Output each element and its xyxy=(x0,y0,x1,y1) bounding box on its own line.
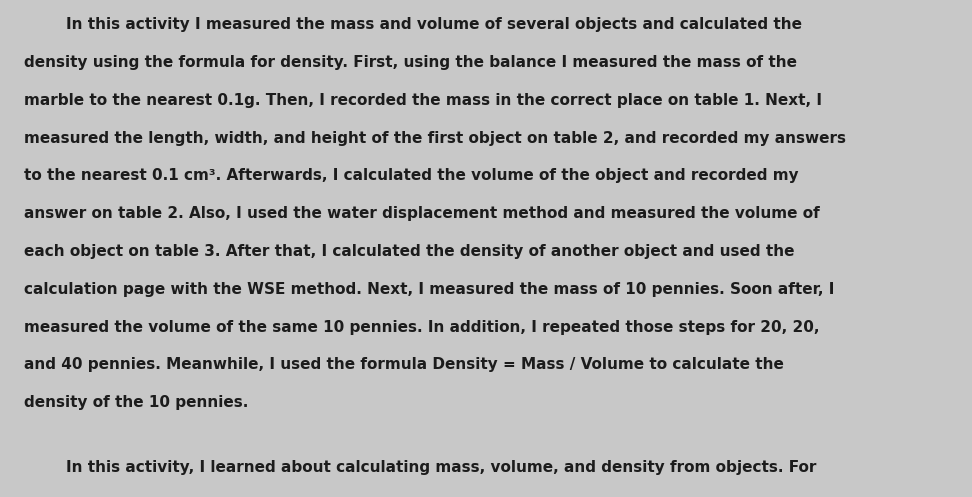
Text: marble to the nearest 0.1g. Then, I recorded the mass in the correct place on ta: marble to the nearest 0.1g. Then, I reco… xyxy=(24,93,822,108)
Text: and 40 pennies. Meanwhile, I used the formula Density = Mass / Volume to calcula: and 40 pennies. Meanwhile, I used the fo… xyxy=(24,357,784,372)
Text: calculation page with the WSE method. Next, I measured the mass of 10 pennies. S: calculation page with the WSE method. Ne… xyxy=(24,282,835,297)
Text: In this activity, I learned about calculating mass, volume, and density from obj: In this activity, I learned about calcul… xyxy=(24,460,816,475)
Text: measured the volume of the same 10 pennies. In addition, I repeated those steps : measured the volume of the same 10 penni… xyxy=(24,320,819,334)
Text: answer on table 2. Also, I used the water displacement method and measured the v: answer on table 2. Also, I used the wate… xyxy=(24,206,820,221)
Text: measured the length, width, and height of the first object on table 2, and recor: measured the length, width, and height o… xyxy=(24,131,847,146)
Text: density using the formula for density. First, using the balance I measured the m: density using the formula for density. F… xyxy=(24,55,797,70)
Text: density of the 10 pennies.: density of the 10 pennies. xyxy=(24,395,249,410)
Text: In this activity I measured the mass and volume of several objects and calculate: In this activity I measured the mass and… xyxy=(24,17,802,32)
Text: each object on table 3. After that, I calculated the density of another object a: each object on table 3. After that, I ca… xyxy=(24,244,795,259)
Text: to the nearest 0.1 cm³. Afterwards, I calculated the volume of the object and re: to the nearest 0.1 cm³. Afterwards, I ca… xyxy=(24,168,799,183)
